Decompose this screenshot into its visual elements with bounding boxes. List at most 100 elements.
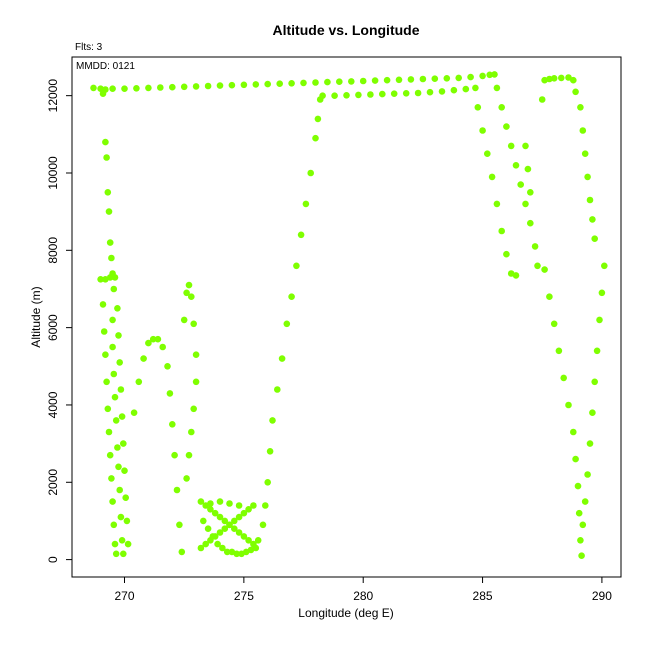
data-point [202, 540, 209, 548]
x-tick-label: 280 [353, 589, 373, 603]
data-point [479, 127, 486, 134]
data-point [149, 335, 157, 343]
data-point [512, 162, 520, 169]
data-point [491, 71, 498, 78]
data-point [300, 79, 307, 87]
data-point [104, 189, 112, 196]
data-point [106, 274, 114, 281]
data-point [589, 216, 596, 223]
data-point [527, 189, 534, 196]
data-point [414, 89, 422, 97]
data-point [278, 355, 286, 362]
data-point [288, 80, 295, 87]
data-point [183, 289, 190, 297]
data-point [106, 239, 114, 246]
data-point [565, 74, 572, 81]
data-point [171, 451, 178, 459]
data-point [102, 351, 109, 359]
data-point [112, 550, 120, 558]
data-point [235, 529, 243, 536]
data-point [99, 301, 107, 308]
plot-frame [71, 56, 622, 578]
data-point [105, 208, 113, 215]
data-point [197, 498, 205, 505]
data-point [204, 82, 212, 90]
data-point [264, 479, 272, 486]
data-point [355, 91, 362, 99]
data-point [188, 428, 195, 436]
data-point [180, 83, 188, 91]
data-point [383, 76, 391, 84]
data-point [130, 409, 138, 417]
data-point [231, 517, 238, 525]
data-point [276, 80, 284, 87]
data-point [180, 316, 188, 324]
data-point [209, 533, 217, 540]
data-point [443, 75, 451, 82]
data-point [302, 200, 310, 208]
data-point [498, 227, 506, 235]
data-point [245, 537, 252, 544]
data-point [211, 509, 219, 517]
data-point [116, 486, 123, 494]
data-point [390, 90, 398, 97]
data-point [216, 82, 224, 89]
data-point [164, 363, 171, 370]
data-point [135, 378, 143, 386]
data-point [407, 76, 415, 83]
data-point [546, 293, 553, 301]
y-axis: 0 2000 4000 6000 8000 10000 12000 [46, 79, 72, 563]
data-point [216, 529, 224, 536]
data-point [103, 154, 110, 161]
date-annotation: MMDD: 0121 [76, 61, 135, 72]
data-point [117, 513, 125, 521]
data-point [115, 463, 122, 471]
data-point [527, 219, 534, 227]
data-point [240, 509, 248, 517]
data-point [431, 75, 439, 82]
x-axis-label: Longitude (deg E) [298, 606, 393, 620]
y-tick-label: 8000 [46, 237, 60, 264]
data-point [100, 328, 108, 335]
x-tick-label: 275 [234, 589, 254, 603]
data-point [145, 339, 152, 347]
data-point [283, 320, 291, 328]
data-point [538, 96, 546, 103]
data-point [474, 104, 482, 111]
data-point [541, 266, 548, 273]
data-point [293, 262, 300, 270]
data-point [204, 525, 212, 532]
data-point [109, 85, 116, 92]
data-point [112, 417, 120, 424]
data-point [103, 378, 110, 386]
data-point [560, 374, 567, 382]
data-point [498, 104, 506, 111]
data-point [192, 378, 200, 386]
data-point [124, 540, 132, 548]
data-point [197, 544, 205, 552]
data-point [157, 84, 164, 91]
data-point [183, 475, 190, 482]
y-tick-label: 0 [46, 556, 60, 563]
data-point [601, 262, 608, 270]
data-point [169, 83, 176, 91]
data-point [233, 550, 240, 558]
data-point [581, 150, 589, 157]
data-point [455, 74, 463, 82]
data-point [584, 173, 591, 181]
data-point [319, 92, 326, 99]
data-point [121, 85, 128, 92]
data-point [140, 355, 147, 362]
data-point [226, 521, 233, 529]
flights-annotation: Flts: 3 [75, 42, 103, 53]
data-point [105, 428, 113, 436]
y-tick-label: 10000 [46, 156, 60, 190]
data-point [166, 390, 174, 397]
data-point [467, 73, 474, 81]
data-point [190, 405, 197, 413]
data-point [438, 88, 446, 95]
data-point [503, 123, 510, 130]
data-point [297, 231, 305, 239]
data-point [591, 235, 598, 242]
